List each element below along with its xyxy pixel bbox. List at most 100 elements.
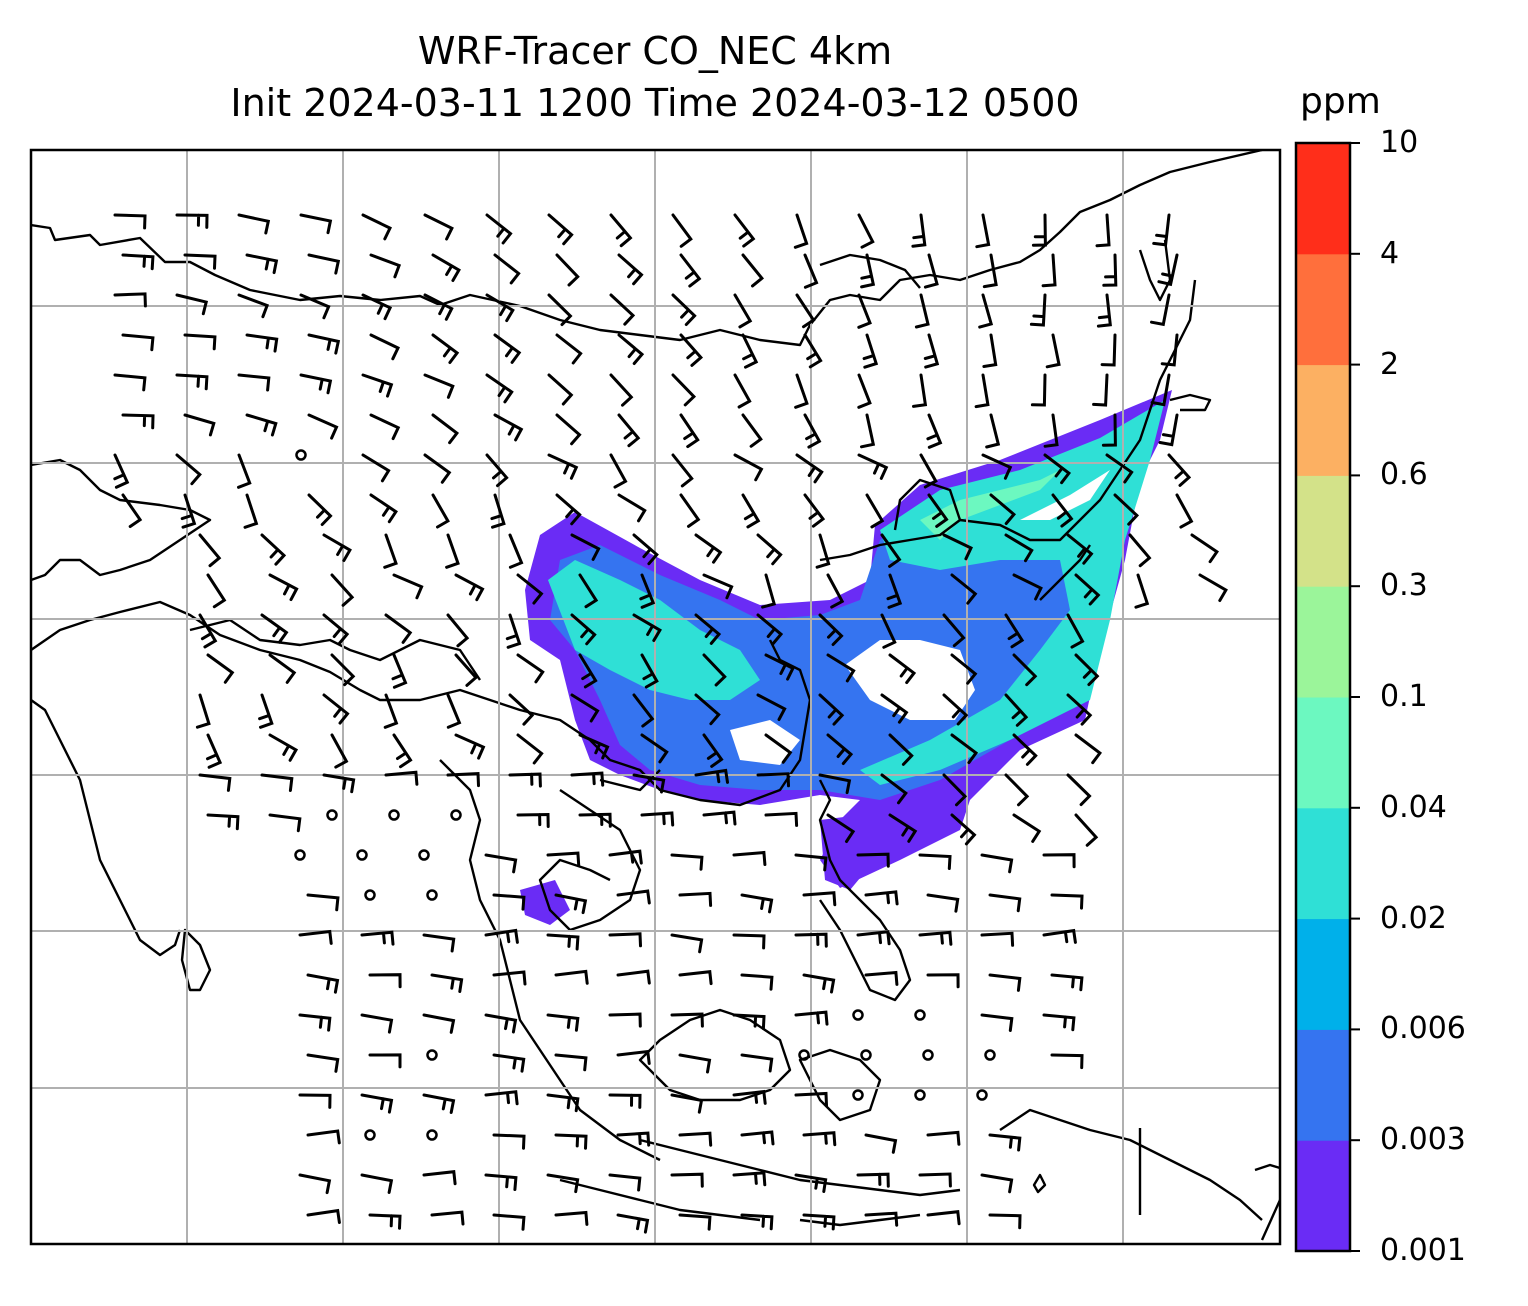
wind-barb [671, 373, 697, 407]
wind-barb [554, 893, 588, 915]
wind-barb [299, 213, 333, 235]
wind-barb [505, 613, 522, 649]
wind-barb [423, 293, 454, 321]
wind-barb [865, 493, 885, 529]
wind-barb [1045, 333, 1061, 369]
wind-barb [516, 653, 545, 684]
wind-barb [1105, 453, 1134, 484]
calm-wind-marker [364, 1129, 376, 1141]
wind-barb [950, 813, 977, 846]
wind-barb [733, 213, 756, 248]
plume-south-patch [520, 880, 570, 925]
wind-barb [1074, 733, 1102, 765]
wind-barb [361, 373, 394, 398]
wind-barb [490, 493, 506, 529]
wind-barb [306, 973, 340, 994]
wind-barb [298, 1093, 332, 1109]
wind-barb [546, 1093, 580, 1113]
calm-wind-marker [426, 1129, 438, 1141]
wind-barb [360, 930, 395, 946]
wind-barb [616, 1213, 650, 1234]
wind-barb [1004, 693, 1029, 727]
wind-barb [732, 1089, 767, 1105]
calm-wind-marker [388, 809, 400, 821]
wind-barb [1095, 213, 1111, 248]
wind-barb [430, 973, 464, 993]
plume-phil-patch [820, 815, 875, 890]
map-frame [29, 148, 1282, 1246]
colorbar-tick-label: 0.006 [1380, 1011, 1466, 1047]
wind-barb [678, 1053, 712, 1074]
wind-barb [578, 653, 598, 689]
wind-barb [578, 812, 612, 828]
wind-barb [422, 933, 456, 953]
wind-barb [761, 573, 777, 609]
colorbar-unit: ppm [1300, 81, 1381, 122]
wind-barb [733, 373, 752, 409]
wind-barb [175, 453, 202, 486]
wind-barb [322, 773, 356, 794]
wind-barb [1066, 613, 1085, 649]
wind-barb [942, 773, 968, 807]
wind-barb [926, 1130, 961, 1146]
wind-barb [640, 653, 659, 689]
wind-barb [733, 453, 764, 482]
colorbar-swatch [1296, 475, 1350, 587]
calm-wind-marker [914, 1009, 926, 1021]
wind-barb [485, 453, 509, 488]
wind-barb [764, 653, 795, 681]
wind-barb [260, 613, 289, 644]
wind-barb [950, 573, 978, 605]
wind-barb [1004, 773, 1030, 807]
wind-barb [431, 493, 450, 529]
wind-barb [803, 253, 819, 289]
wind-barb [121, 493, 143, 528]
wind-barb [1012, 813, 1042, 843]
wind-barb [306, 1053, 340, 1073]
wind-barb [671, 453, 694, 488]
wind-barb [485, 213, 513, 245]
wind-barb [237, 373, 271, 392]
wind-barb [856, 930, 891, 946]
calm-wind-marker [294, 849, 306, 861]
wind-barb [988, 1213, 1022, 1230]
wind-barb [640, 811, 675, 827]
wind-barb [918, 853, 952, 870]
calm-wind-marker [852, 1089, 864, 1101]
wind-barb [639, 573, 656, 609]
colorbar-swatch [1296, 143, 1350, 255]
wind-barb [330, 653, 356, 687]
colorbar-tick-label: 0.1 [1380, 679, 1428, 714]
wind-barb [670, 1093, 704, 1114]
wind-barb [1150, 373, 1171, 407]
wind-barb [369, 253, 402, 279]
wind-barb [617, 493, 647, 523]
wind-barb [322, 613, 350, 645]
wind-barb [113, 292, 147, 308]
wind-barb [826, 653, 856, 683]
wind-barb [322, 533, 352, 562]
wind-barb [740, 893, 774, 914]
wind-barb [245, 413, 278, 437]
wind-barb [430, 1210, 465, 1226]
wind-barb [368, 1053, 402, 1069]
wind-barb [1051, 493, 1074, 528]
wind-barb [361, 293, 393, 321]
wind-barb [330, 733, 349, 769]
wind-barb [864, 970, 899, 986]
wind-barb [547, 213, 574, 246]
wind-barb [492, 970, 527, 986]
wind-barb [857, 293, 872, 329]
wind-barb [1113, 493, 1140, 526]
wind-barb [508, 693, 535, 726]
wind-barb [299, 293, 331, 320]
wind-barb [670, 853, 704, 871]
colorbar-tick-label: 0.001 [1380, 1233, 1466, 1268]
wind-barb [608, 849, 643, 865]
wind-barb [818, 613, 844, 646]
map-title: WRF-Tracer CO_NEC 4km [417, 29, 893, 73]
wind-barb [492, 893, 526, 911]
wind-barb [617, 253, 644, 286]
wind-barb [888, 653, 917, 685]
